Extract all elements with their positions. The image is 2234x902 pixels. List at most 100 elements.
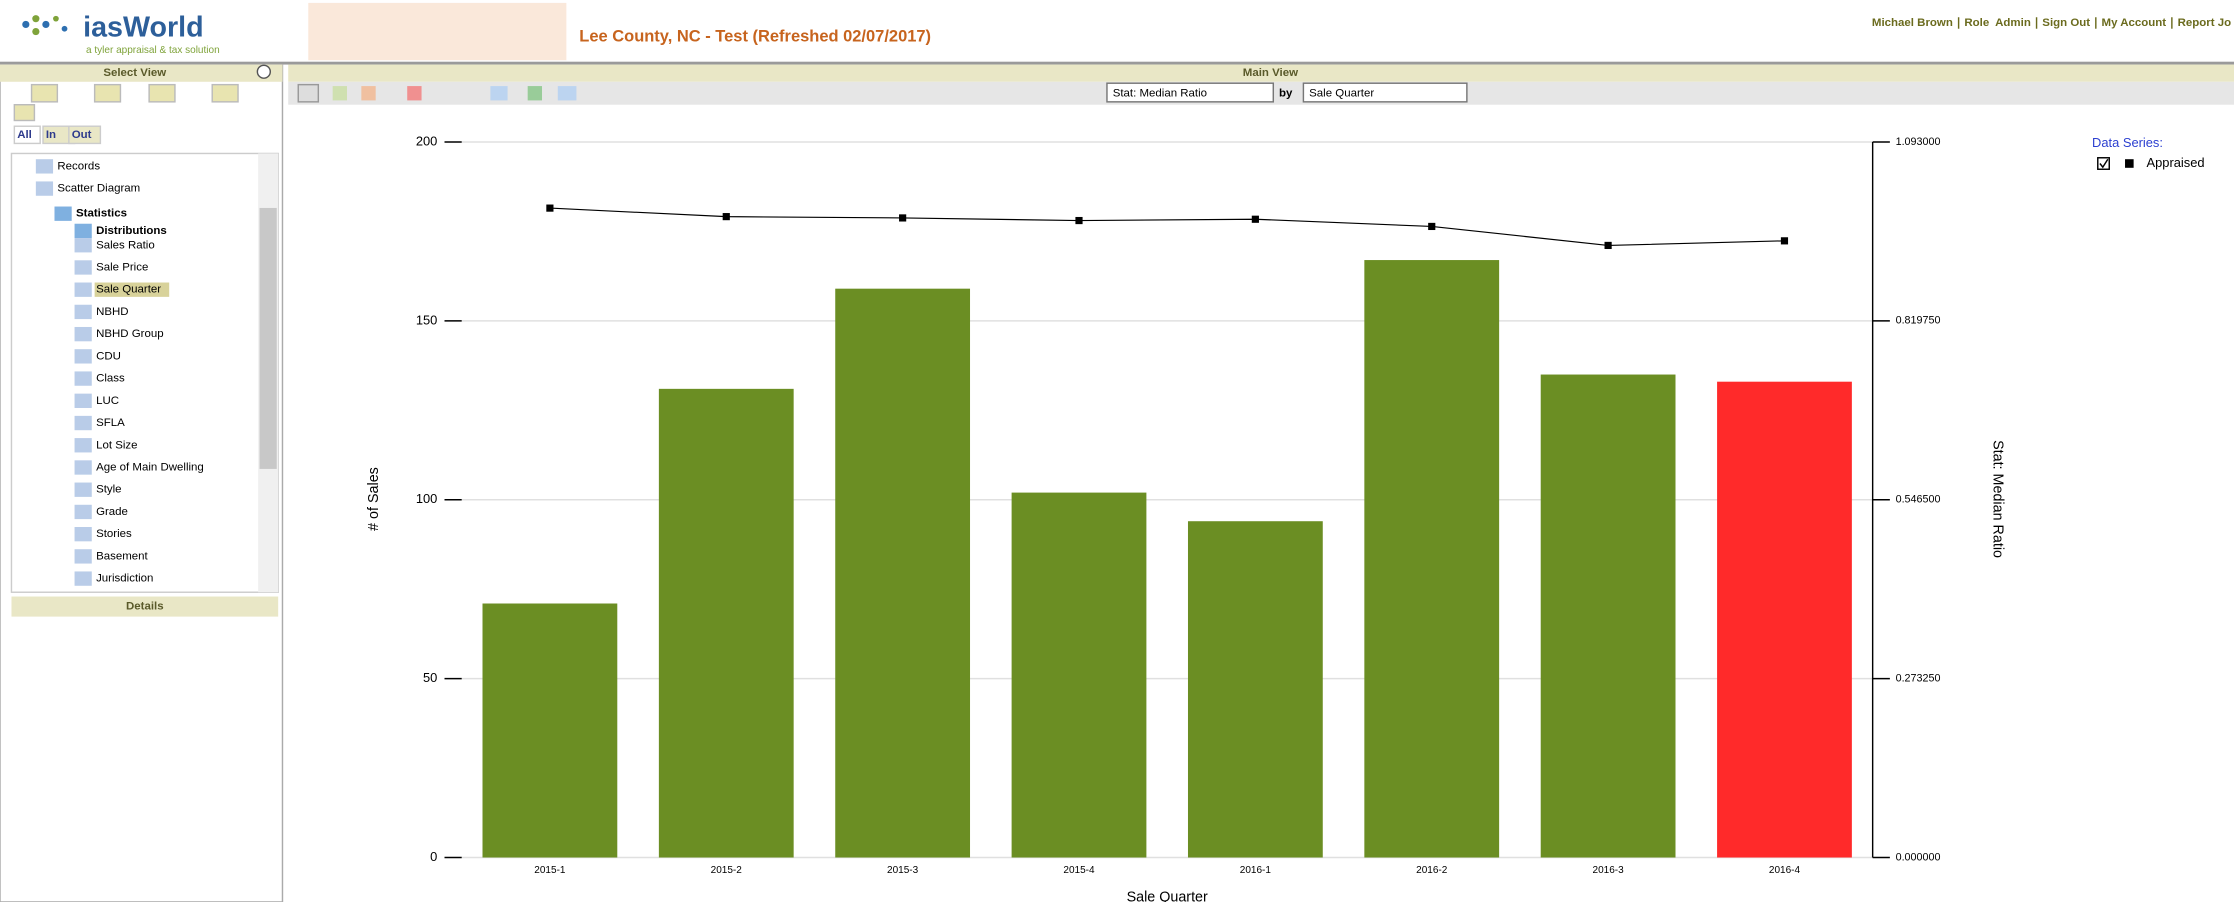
bar[interactable] [1717, 381, 1852, 858]
header-links: Report Jo My Account Sign Out Role Admin Mic… [1872, 17, 2231, 29]
tab[interactable] [13, 125, 41, 145]
select-tool[interactable] [297, 83, 320, 103]
chart-icon [74, 304, 92, 320]
group-select[interactable] [1302, 82, 1468, 103]
stat-select[interactable] [1106, 82, 1275, 103]
legend-checkbox[interactable] [2097, 157, 2110, 170]
by-label: by [1279, 87, 1293, 99]
tree-item[interactable]: Style [96, 484, 122, 496]
group-select-text: Sale Quarter [1309, 87, 1374, 99]
tree-item[interactable]: Age of Main Dwelling [96, 462, 204, 474]
tree-box [10, 152, 279, 593]
chart-icon [74, 460, 92, 475]
tree-item[interactable]: Lot Size [96, 439, 137, 451]
line-marker[interactable] [1075, 216, 1083, 225]
scroll-thumb[interactable] [259, 207, 277, 469]
line-marker[interactable] [1780, 237, 1789, 245]
header-link[interactable]: My Account [2102, 17, 2167, 29]
tree-item[interactable]: Sales Ratio [96, 239, 155, 251]
x-tick-label: 2016-2 [1416, 865, 1448, 876]
tool[interactable] [407, 86, 422, 101]
tab[interactable] [68, 125, 102, 145]
bar[interactable] [658, 388, 794, 858]
tree-item[interactable]: Sale Price [96, 261, 148, 273]
tree-item[interactable]: Basement [96, 550, 148, 562]
tree-item[interactable]: Records [57, 160, 100, 172]
line-marker[interactable] [1604, 241, 1612, 250]
tool[interactable] [527, 86, 543, 101]
chart-icon[interactable] [211, 83, 239, 103]
refresh-icon[interactable] [13, 103, 36, 122]
tree-item[interactable]: NBHD [96, 306, 129, 318]
selected-highlight [94, 282, 170, 297]
x-axis-label: Sale Quarter [1127, 889, 1208, 902]
tree-item[interactable]: NBHD Group [96, 328, 164, 340]
tool[interactable] [332, 86, 348, 101]
header-link[interactable]: Report Jo [2178, 17, 2232, 29]
y-tick-label: 100 [416, 491, 438, 506]
tree-item[interactable]: Grade [96, 506, 128, 518]
chart: 0 50 100 150 200 0.000000 0.273250 0.546500 0.81… [366, 133, 2205, 902]
back-icon[interactable] [93, 83, 122, 103]
sidebar-titlebar [0, 64, 283, 82]
tree-item[interactable]: Jurisdiction [96, 573, 153, 585]
chart-icon [74, 238, 92, 253]
main-titlebar [288, 64, 2234, 82]
line-marker[interactable] [1251, 215, 1259, 223]
chart-icon [74, 438, 92, 453]
folder-icon [35, 181, 54, 196]
line-marker[interactable] [546, 204, 554, 212]
details-bar [11, 596, 279, 617]
y2-tick-label: 0.546500 [1896, 494, 1941, 506]
tool[interactable] [361, 86, 376, 101]
tab-label: Out [72, 129, 92, 141]
y2-tick-label: 0.000000 [1896, 851, 1941, 863]
bar[interactable] [482, 603, 618, 858]
tab-label: In [46, 129, 56, 141]
tree-item[interactable]: SFLA [96, 417, 125, 429]
bar[interactable] [1364, 260, 1500, 858]
tree-item[interactable]: Distributions [96, 225, 167, 237]
tree-item[interactable]: Sale Quarter [96, 284, 161, 296]
tree-item[interactable]: Stories [96, 528, 132, 540]
tree-item[interactable]: LUC [96, 395, 119, 407]
logo-dots [22, 15, 68, 36]
chart-icon [74, 326, 92, 342]
chart-icon [74, 504, 92, 520]
bar[interactable] [1011, 492, 1147, 858]
tree-item[interactable]: CDU [96, 350, 121, 362]
legend-title: Data Series: [2092, 135, 2163, 150]
x-tick-label: 2015-3 [887, 865, 919, 876]
line-marker[interactable] [722, 213, 730, 221]
chart-icon [74, 260, 92, 275]
x-tick-label: 2016-1 [1240, 865, 1272, 876]
bar[interactable] [835, 288, 971, 858]
x-tick-label: 2016-4 [1769, 865, 1801, 876]
tool[interactable] [557, 86, 577, 101]
main-title: Main View [1243, 67, 1298, 79]
home-icon[interactable] [30, 83, 59, 103]
chart-icon [74, 282, 92, 297]
tree-item[interactable]: Statistics [76, 208, 127, 220]
y2-tick-label: 1.093000 [1896, 136, 1941, 148]
header-link[interactable]: Role Admin [1964, 17, 2030, 29]
tab-label: All [17, 129, 32, 141]
collapse-button[interactable] [256, 64, 272, 79]
forward-icon[interactable] [148, 83, 176, 103]
tagline: a tyler appraisal & tax solution [86, 45, 220, 56]
line-marker[interactable] [1428, 222, 1436, 231]
y-tick-label: 200 [416, 133, 438, 148]
bar[interactable] [1540, 374, 1676, 858]
line-marker[interactable] [899, 214, 907, 222]
y2-tick-label: 0.819750 [1896, 315, 1941, 327]
x-tick-label: 2015-4 [1063, 865, 1095, 876]
header-link[interactable]: Sign Out [2042, 17, 2090, 29]
tree-item[interactable]: Class [96, 373, 125, 385]
chart-icon [74, 526, 92, 542]
tree-item[interactable]: Scatter Diagram [57, 183, 140, 195]
bar[interactable] [1187, 521, 1323, 858]
tool[interactable] [490, 86, 508, 101]
folder-icon [35, 159, 54, 174]
header-link[interactable]: Michael Brown [1872, 17, 1953, 29]
chart-icon [74, 415, 92, 431]
